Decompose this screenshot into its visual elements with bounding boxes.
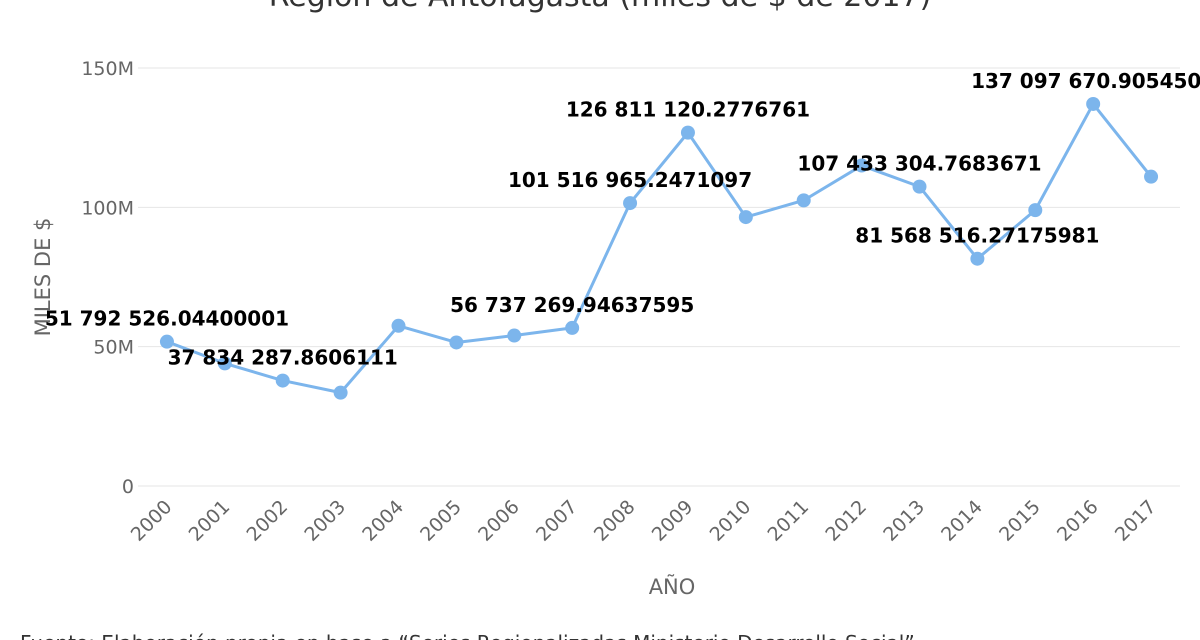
chart-title: Región de Antofagasta (miles de $ de 201… xyxy=(269,0,932,14)
data-point[interactable] xyxy=(912,179,927,194)
data-label: 107 433 304.7683671 xyxy=(797,152,1041,176)
data-point[interactable] xyxy=(1028,203,1043,218)
data-point[interactable] xyxy=(507,328,522,343)
data-point[interactable] xyxy=(738,210,753,225)
y-tick-label: 150M xyxy=(81,58,134,80)
x-tick-label: 2009 xyxy=(648,496,698,546)
x-tick-label: 2010 xyxy=(706,496,756,546)
data-label: 137 097 670.9054506 xyxy=(971,69,1200,93)
x-axis-ticks: 2000 2001 2002 2003 2004 2005 2006 2007 2008 2009… xyxy=(127,496,1161,546)
x-tick-label: 2008 xyxy=(590,496,640,546)
data-point[interactable] xyxy=(1086,96,1101,111)
data-point[interactable] xyxy=(275,373,290,388)
gridlines xyxy=(138,67,1180,487)
data-point[interactable] xyxy=(333,385,348,400)
data-point[interactable] xyxy=(159,334,174,349)
data-point[interactable] xyxy=(970,251,985,266)
x-tick-label: 2014 xyxy=(937,496,987,546)
x-tick-label: 2000 xyxy=(127,496,177,546)
data-label: 51 792 526.04400001 xyxy=(45,307,289,331)
data-point[interactable] xyxy=(680,125,695,140)
x-tick-label: 2013 xyxy=(879,496,929,546)
x-tick-label: 2001 xyxy=(185,496,235,546)
x-tick-label: 2006 xyxy=(474,496,524,546)
data-point[interactable] xyxy=(1144,169,1159,184)
x-tick-label: 2002 xyxy=(243,496,293,546)
data-labels: 51 792 526.04400001 37 834 287.8606111 56 … xyxy=(45,69,1200,370)
data-label: 101 516 965.2471097 xyxy=(508,168,752,192)
y-tick-label: 50M xyxy=(93,337,134,359)
x-tick-label: 2004 xyxy=(358,496,408,546)
y-axis-ticks: 0 50M 100M 150M xyxy=(81,58,134,498)
x-tick-label: 2017 xyxy=(1111,496,1161,546)
x-tick-label: 2003 xyxy=(300,496,350,546)
x-tick-label: 2016 xyxy=(1053,496,1103,546)
x-tick-label: 2007 xyxy=(532,496,582,546)
x-tick-label: 2011 xyxy=(764,496,814,546)
data-point[interactable] xyxy=(565,320,580,335)
x-axis-label: AÑO xyxy=(649,573,696,599)
data-label: 81 568 516.27175981 xyxy=(855,224,1099,248)
data-point[interactable] xyxy=(796,193,811,208)
y-tick-label: 100M xyxy=(81,197,134,219)
data-point[interactable] xyxy=(449,335,464,350)
data-label: 126 811 120.2776761 xyxy=(566,98,810,122)
y-axis-label: MILES DE $ xyxy=(31,218,55,337)
x-tick-label: 2015 xyxy=(995,496,1045,546)
y-tick-label: 0 xyxy=(122,476,134,498)
series-line xyxy=(166,102,1153,395)
series-layer xyxy=(159,96,1159,400)
data-point[interactable] xyxy=(217,356,232,371)
data-label: 37 834 287.8606111 xyxy=(168,346,398,370)
data-label: 56 737 269.94637595 xyxy=(450,293,694,317)
data-point[interactable] xyxy=(623,196,638,211)
x-tick-label: 2005 xyxy=(416,496,466,546)
source-note: Fuente: Elaboración propia en base a “Se… xyxy=(20,631,915,640)
data-point[interactable] xyxy=(854,158,869,173)
x-tick-label: 2012 xyxy=(821,496,871,546)
data-point[interactable] xyxy=(391,318,406,333)
